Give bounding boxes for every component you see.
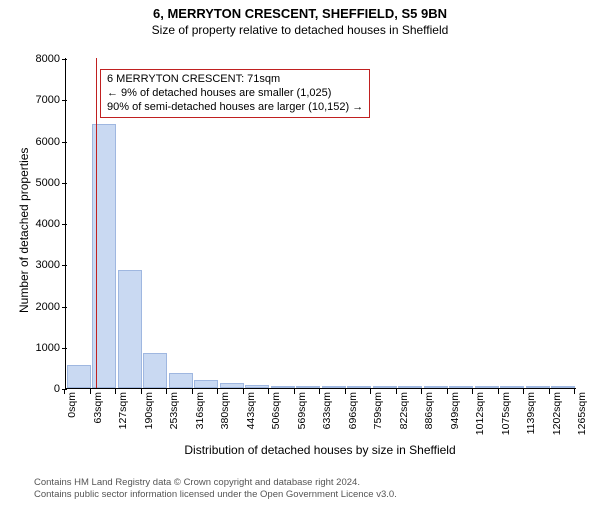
x-tick: 1265sqm <box>576 392 588 442</box>
histogram-bar <box>347 386 371 388</box>
footer-caption: Contains HM Land Registry data © Crown c… <box>34 477 397 502</box>
histogram-bar <box>475 386 499 388</box>
histogram-bar <box>169 373 193 388</box>
x-tick: 1139sqm <box>525 392 537 442</box>
histogram-bar <box>500 386 524 388</box>
y-tick: 1000 <box>20 342 66 354</box>
histogram-bar <box>118 270 142 388</box>
x-tick: 1075sqm <box>500 392 512 442</box>
chart-subtitle: Size of property relative to detached ho… <box>0 23 600 37</box>
histogram-bar <box>220 383 244 388</box>
histogram-bar <box>424 386 448 388</box>
x-tick: 316sqm <box>194 392 206 442</box>
histogram-bar <box>373 386 397 388</box>
x-tick: 1202sqm <box>551 392 563 442</box>
histogram-bar <box>526 386 550 388</box>
x-tick: 569sqm <box>296 392 308 442</box>
caption-line-1: Contains HM Land Registry data © Crown c… <box>34 477 397 489</box>
x-tick: 633sqm <box>321 392 333 442</box>
histogram-bar <box>194 380 218 388</box>
x-tick: 822sqm <box>398 392 410 442</box>
x-tick: 1012sqm <box>474 392 486 442</box>
x-tick: 253sqm <box>168 392 180 442</box>
x-tick: 127sqm <box>117 392 129 442</box>
histogram-bar <box>398 386 422 388</box>
histogram-bar <box>449 386 473 388</box>
histogram-bar <box>143 353 167 388</box>
histogram-bar <box>67 365 91 388</box>
histogram-bar <box>271 386 295 388</box>
y-tick: 7000 <box>20 94 66 106</box>
histogram-bar <box>551 386 575 388</box>
y-tick: 8000 <box>20 53 66 65</box>
x-tick: 63sqm <box>92 392 104 442</box>
x-tick: 886sqm <box>423 392 435 442</box>
y-axis-label: Number of detached properties <box>17 148 31 313</box>
x-tick: 696sqm <box>347 392 359 442</box>
chart-plot-area: 0100020003000400050006000700080000sqm63s… <box>65 58 576 389</box>
x-tick: 949sqm <box>449 392 461 442</box>
x-tick: 0sqm <box>66 392 78 442</box>
x-axis-label: Distribution of detached houses by size … <box>65 443 575 457</box>
property-marker-line <box>96 58 97 388</box>
x-tick: 759sqm <box>372 392 384 442</box>
x-tick: 506sqm <box>270 392 282 442</box>
histogram-bar <box>322 386 346 388</box>
y-tick: 0 <box>20 383 66 395</box>
chart-title: 6, MERRYTON CRESCENT, SHEFFIELD, S5 9BN <box>0 6 600 21</box>
x-tick: 443sqm <box>245 392 257 442</box>
histogram-bar <box>245 385 269 388</box>
x-tick: 380sqm <box>219 392 231 442</box>
x-tick: 190sqm <box>143 392 155 442</box>
y-tick: 6000 <box>20 136 66 148</box>
histogram-bar <box>296 386 320 388</box>
